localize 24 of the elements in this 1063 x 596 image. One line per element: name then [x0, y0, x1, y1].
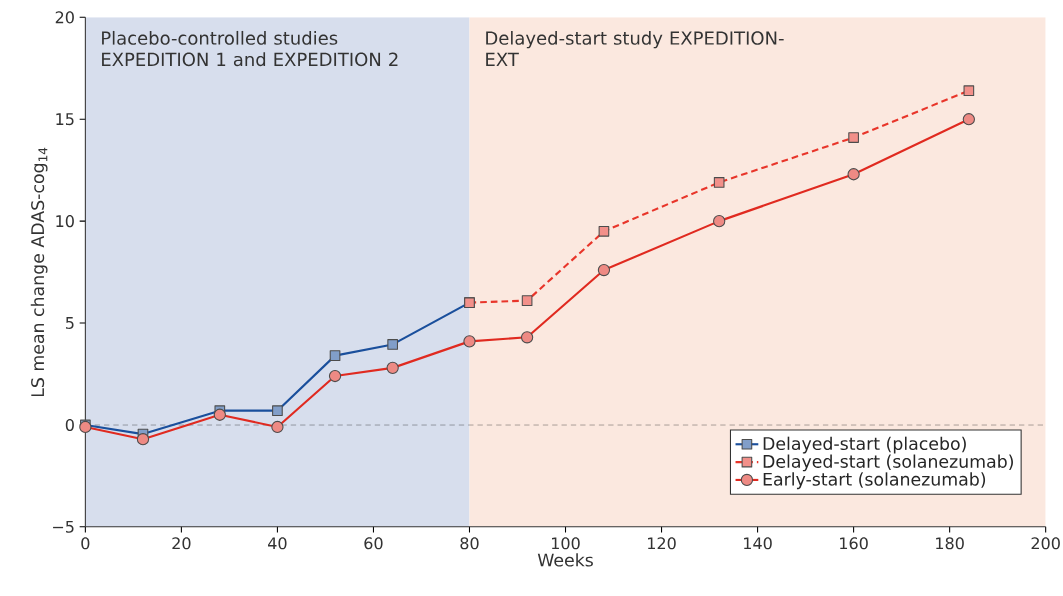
- x-tick-label: 0: [81, 537, 90, 550]
- x-tick-label: 180: [936, 537, 964, 550]
- legend-label: Delayed-start (solanezumab): [763, 454, 1013, 472]
- x-tick-label: 160: [840, 537, 868, 550]
- y-tick-label: 10: [56, 214, 74, 228]
- x-tick-label: 20: [172, 537, 191, 550]
- band-label: Delayed-start study EXPEDITION-EXT: [486, 30, 784, 66]
- y-tick-label: 0: [65, 418, 74, 431]
- y-axis-title: LS mean change ADAS-cog$_{14}$: [30, 147, 48, 397]
- band-label: Placebo-controlled studies EXPEDITION 1 and EXPEDITION 2: [102, 30, 398, 67]
- y-tick-label: −5: [53, 520, 74, 533]
- x-tick-label: 140: [744, 537, 772, 550]
- y-tick-label: 20: [55, 11, 74, 24]
- y-tick-label: 15: [56, 113, 74, 126]
- x-tick-label: 40: [268, 537, 287, 550]
- x-tick-label: 120: [648, 537, 676, 550]
- x-tick-label: 80: [460, 537, 479, 550]
- x-tick-label: 100: [552, 537, 580, 550]
- x-tick-label: 200: [1031, 537, 1060, 550]
- legend-label: Early-start (solanezumab): [763, 472, 986, 490]
- legend-label: Delayed-start (placebo): [763, 436, 966, 454]
- x-axis-title: Weeks: [537, 553, 593, 567]
- y-tick-label: 5: [66, 316, 74, 329]
- x-tick-label: 60: [364, 537, 383, 550]
